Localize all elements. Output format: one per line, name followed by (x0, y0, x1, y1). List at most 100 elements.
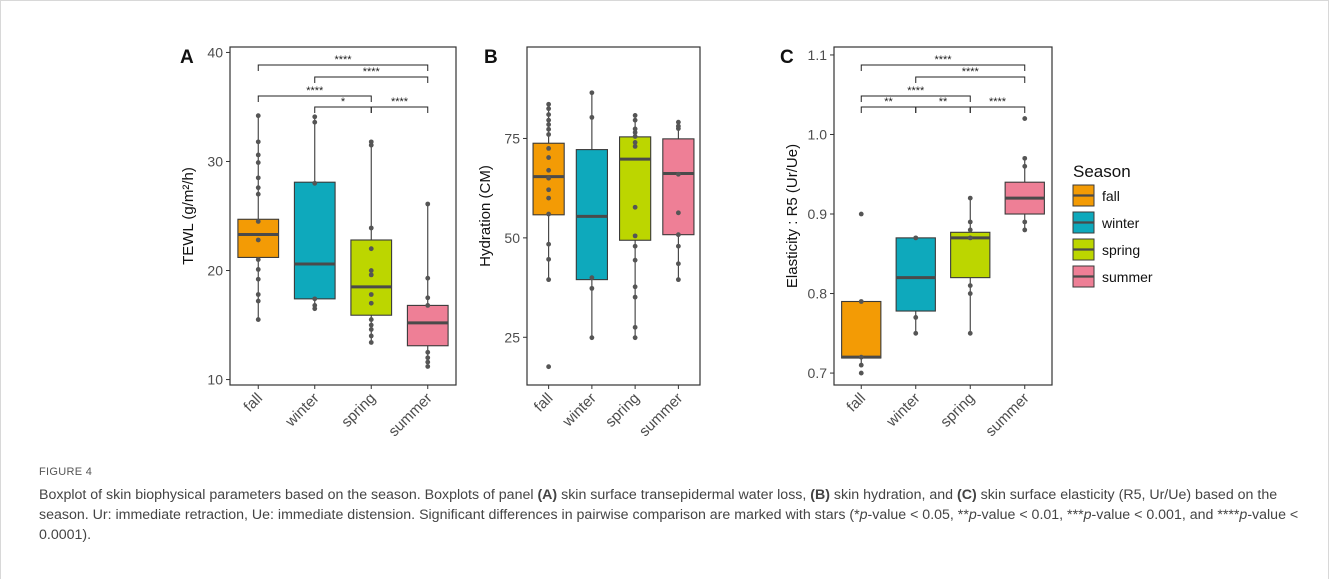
data-point (255, 191, 261, 197)
data-point (368, 268, 374, 273)
data-point (255, 292, 261, 297)
y-tick-label: 25 (504, 329, 520, 345)
bracket-line (860, 95, 971, 102)
data-point (546, 256, 552, 262)
data-point (255, 185, 261, 191)
x-tick-label: fall (240, 390, 266, 416)
data-point (675, 243, 681, 249)
box-body (575, 149, 608, 281)
legend-label: fall (1102, 188, 1120, 204)
data-point (632, 324, 638, 330)
x-tick-label: summer (636, 390, 686, 440)
data-point (589, 275, 595, 281)
x-tick-label: fall (843, 390, 869, 416)
significance-label: ** (884, 96, 893, 108)
significance-label: **** (334, 54, 352, 66)
data-point (632, 284, 638, 290)
data-point (632, 140, 638, 145)
bracket-line (257, 95, 372, 102)
y-tick-label: 20 (207, 263, 223, 279)
y-tick-label: 1.1 (808, 47, 828, 63)
y-tick-label: 75 (504, 130, 520, 146)
caption-part: -value < 0.01, *** (976, 507, 1084, 523)
data-point (632, 117, 638, 123)
legend-label: summer (1102, 269, 1153, 285)
data-point (967, 330, 973, 336)
y-tick-label: 0.7 (808, 365, 828, 381)
x-tick-label: spring (602, 390, 643, 431)
significance-bracket: * (314, 96, 372, 113)
data-point (913, 330, 919, 336)
data-point (858, 211, 864, 217)
caption-p-italic: p (968, 507, 977, 523)
caption-part: -value < 0.05, ** (867, 507, 969, 523)
significance-bracket: ** (860, 96, 917, 113)
data-point (312, 114, 318, 120)
data-point (368, 246, 374, 252)
data-point (967, 227, 973, 233)
data-point (368, 326, 374, 332)
data-point (967, 283, 973, 288)
box-spring (350, 139, 393, 345)
data-point (368, 272, 374, 278)
data-point (425, 303, 431, 308)
data-point (368, 317, 374, 322)
significance-bracket: **** (915, 66, 1026, 83)
data-point (589, 335, 595, 341)
data-point (1022, 163, 1028, 169)
box-spring (950, 195, 991, 336)
data-point (425, 364, 431, 369)
bracket-line (370, 106, 429, 113)
x-tick-label: winter (282, 390, 323, 431)
data-point (546, 106, 552, 112)
significance-label: ** (939, 96, 948, 108)
y-tick-label: 0.8 (808, 286, 828, 302)
data-point (675, 232, 681, 238)
data-point (368, 292, 374, 297)
data-point (675, 126, 681, 131)
data-point (368, 142, 374, 148)
caption-part: skin surface elasticity (R5, Ur/Ue) base… (39, 487, 1278, 523)
data-point (546, 126, 552, 132)
data-point (546, 195, 552, 201)
data-point (967, 291, 973, 296)
legend-item-spring: spring (1072, 238, 1140, 261)
data-point (675, 119, 681, 125)
caption-part: skin hydration, and (829, 487, 957, 503)
legend: Season fall winter spring summer (1072, 162, 1153, 288)
significance-bracket: **** (257, 85, 372, 102)
y-tick-label: 40 (207, 44, 223, 60)
data-point (546, 132, 552, 137)
box-summer (1004, 116, 1045, 233)
chart-panel-c: C 0.7 0.8 0.9 1.0 1.1 Elasticity : R5 (Ur/Ue) f… (780, 46, 1053, 440)
data-point (546, 112, 552, 117)
y-axis-label: Hydration (CM) (477, 165, 494, 267)
legend-label: winter (1101, 215, 1140, 231)
data-point (425, 349, 431, 355)
data-point (255, 152, 261, 158)
data-point (546, 122, 552, 127)
data-point (312, 180, 318, 186)
significance-label: **** (989, 96, 1007, 108)
data-point (1022, 219, 1028, 225)
data-point (858, 362, 864, 368)
data-point (1022, 227, 1028, 233)
significance-bracket: **** (370, 96, 429, 113)
significance-label: **** (306, 85, 324, 97)
legend-title: Season (1073, 162, 1131, 181)
caption-panel-b: (B) (810, 487, 830, 503)
bracket-line (257, 64, 429, 71)
data-point (632, 134, 638, 139)
legend-label: spring (1102, 242, 1140, 258)
y-tick-label: 50 (504, 230, 520, 246)
box-body (895, 237, 936, 312)
data-point (589, 285, 595, 291)
y-tick-label: 1.0 (808, 126, 828, 142)
box-winter (293, 114, 336, 312)
caption-part: skin surface transepidermal water loss, (557, 487, 811, 503)
y-axis-label: TEWL (g/m²/h) (180, 167, 197, 265)
data-point (546, 146, 552, 151)
data-point (368, 340, 374, 345)
caption-p-italic: p (1239, 507, 1248, 523)
data-point (255, 175, 261, 181)
